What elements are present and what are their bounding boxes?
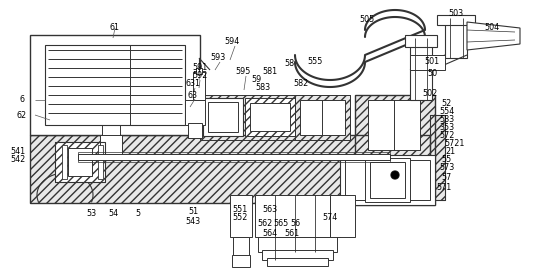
Text: 564: 564	[262, 230, 278, 238]
Text: 61: 61	[110, 23, 120, 33]
Text: 57: 57	[442, 174, 452, 182]
Bar	[185, 100, 205, 125]
Bar	[230, 195, 252, 237]
Bar	[30, 135, 430, 203]
Bar	[430, 115, 445, 200]
Bar	[370, 162, 405, 198]
Bar	[62, 145, 67, 179]
Text: 501: 501	[424, 57, 440, 67]
Text: 505: 505	[359, 15, 375, 25]
Circle shape	[391, 171, 399, 179]
Bar	[102, 120, 120, 140]
Text: 593: 593	[210, 54, 225, 62]
Text: 353: 353	[440, 123, 455, 131]
Text: 541: 541	[10, 147, 25, 155]
Text: 5: 5	[136, 209, 140, 219]
Bar	[78, 154, 390, 160]
Text: 54: 54	[108, 209, 118, 219]
Text: 63: 63	[188, 92, 198, 100]
Text: 573: 573	[440, 163, 455, 172]
Bar	[262, 250, 333, 260]
Text: 583: 583	[255, 83, 270, 92]
Bar	[30, 35, 200, 135]
Bar	[405, 35, 437, 47]
Text: 631: 631	[185, 79, 201, 89]
Text: 5721: 5721	[445, 139, 465, 147]
Text: 58: 58	[284, 59, 294, 68]
Text: 565: 565	[273, 219, 289, 229]
Bar	[410, 55, 445, 70]
Text: 62: 62	[17, 110, 27, 120]
Text: 574: 574	[322, 214, 338, 222]
Bar	[345, 160, 430, 200]
Bar	[430, 115, 445, 200]
Bar	[345, 160, 430, 200]
Bar	[55, 142, 105, 182]
Text: 595: 595	[235, 68, 251, 76]
Text: 583: 583	[440, 115, 455, 123]
Text: 594: 594	[224, 38, 240, 46]
Bar	[98, 145, 103, 179]
Text: 592: 592	[192, 71, 208, 81]
Text: 503: 503	[448, 9, 463, 17]
Bar	[365, 158, 410, 202]
Bar	[255, 195, 340, 237]
Bar	[437, 15, 475, 25]
Text: 572: 572	[440, 131, 455, 139]
Bar	[410, 38, 432, 100]
Circle shape	[391, 171, 399, 179]
Bar	[233, 237, 249, 257]
Bar	[355, 95, 435, 205]
Text: 581: 581	[262, 67, 278, 76]
Bar	[200, 95, 350, 140]
Bar	[196, 68, 202, 74]
Bar	[340, 155, 435, 205]
Text: 6: 6	[20, 95, 24, 105]
Text: 571: 571	[436, 184, 451, 192]
Bar	[250, 103, 290, 131]
Text: 543: 543	[185, 217, 201, 227]
Bar	[203, 98, 243, 136]
Text: 551: 551	[233, 205, 248, 214]
Bar	[295, 95, 350, 140]
Bar	[368, 100, 420, 150]
Bar	[232, 255, 250, 267]
Text: 552: 552	[233, 214, 248, 222]
Text: 561: 561	[285, 230, 300, 238]
Bar	[258, 237, 337, 252]
Bar	[208, 102, 238, 132]
Text: 55: 55	[442, 155, 452, 163]
Bar	[330, 195, 355, 237]
Text: 555: 555	[307, 57, 322, 67]
Bar	[267, 258, 328, 266]
Text: 50: 50	[427, 68, 437, 78]
Text: 502: 502	[422, 89, 437, 97]
Text: 562: 562	[257, 219, 273, 229]
Bar	[355, 95, 435, 205]
Text: 554: 554	[440, 107, 455, 115]
Bar	[100, 135, 122, 155]
Bar	[68, 148, 92, 176]
Bar	[193, 72, 205, 100]
Text: 542: 542	[10, 155, 25, 164]
Bar	[55, 142, 105, 182]
Text: 582: 582	[293, 79, 308, 89]
Text: 53: 53	[86, 209, 96, 219]
Bar	[445, 18, 467, 58]
Text: 52: 52	[442, 99, 452, 107]
Bar	[45, 45, 185, 125]
Text: 51: 51	[188, 208, 198, 216]
Bar	[30, 135, 430, 203]
Bar	[188, 123, 202, 138]
Polygon shape	[467, 22, 520, 50]
Text: 504: 504	[485, 23, 500, 31]
Bar	[78, 152, 390, 162]
Text: 21: 21	[445, 147, 455, 155]
Text: 59: 59	[252, 75, 262, 84]
Bar	[245, 98, 295, 136]
Text: 563: 563	[262, 205, 278, 214]
Bar	[300, 100, 345, 135]
Text: 591: 591	[192, 63, 208, 73]
Text: 56: 56	[290, 219, 300, 229]
